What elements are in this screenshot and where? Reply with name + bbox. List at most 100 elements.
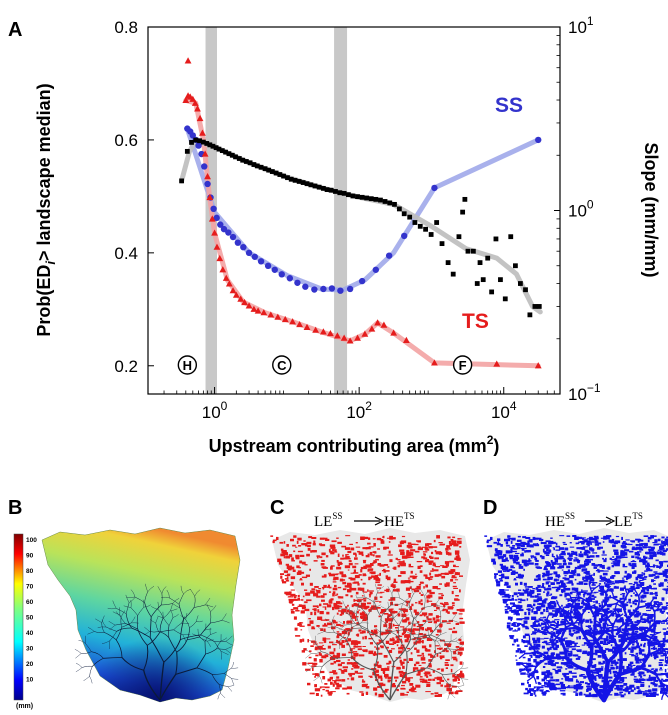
map-speck xyxy=(419,633,423,635)
map-speck xyxy=(520,582,523,585)
map-speck xyxy=(396,558,398,560)
map-speck xyxy=(603,541,605,543)
map-speck xyxy=(654,539,657,542)
map-speck xyxy=(336,679,342,681)
map-speck xyxy=(577,684,582,686)
map-speck xyxy=(321,560,325,562)
map-speck xyxy=(564,638,567,639)
colorbar-tick-4: 60 xyxy=(26,599,34,606)
map-speck xyxy=(539,689,544,690)
map-speck xyxy=(501,550,503,553)
map-speck xyxy=(558,577,560,579)
map-speck xyxy=(352,582,356,583)
map-speck xyxy=(583,595,585,597)
map-speck xyxy=(511,623,513,626)
map-speck xyxy=(425,576,427,579)
map-speck xyxy=(602,554,607,555)
map-speck xyxy=(430,570,434,571)
map-speck xyxy=(636,544,639,546)
map-speck xyxy=(384,655,388,658)
map-speck xyxy=(505,568,507,571)
map-speck xyxy=(389,643,394,645)
map-speck xyxy=(633,563,635,566)
map-speck xyxy=(405,634,410,637)
map-speck xyxy=(555,546,560,548)
map-speck xyxy=(358,599,363,600)
map-speck xyxy=(439,625,442,628)
map-speck xyxy=(647,589,650,592)
map-speck xyxy=(493,561,496,564)
map-speck xyxy=(322,645,324,646)
colorbar-tick-2: 80 xyxy=(26,568,34,575)
map-speck xyxy=(362,611,365,613)
map-speck xyxy=(589,619,591,621)
map-speck xyxy=(665,569,668,572)
map-speck xyxy=(297,598,300,601)
map-speck xyxy=(550,624,555,626)
map-speck xyxy=(347,693,350,695)
map-speck xyxy=(299,626,304,627)
map-speck xyxy=(623,683,627,686)
map-speck xyxy=(429,644,431,647)
map-speck xyxy=(453,627,455,629)
map-speck xyxy=(552,613,557,617)
map-speck xyxy=(569,558,572,561)
map-speck xyxy=(511,637,513,639)
map-speck xyxy=(310,693,315,695)
map-speck xyxy=(362,630,366,633)
map-speck xyxy=(413,624,415,627)
point-ss-7 xyxy=(204,181,210,187)
map-speck xyxy=(612,668,615,670)
map-speck xyxy=(530,590,532,592)
point-slope-54 xyxy=(392,202,397,207)
map-speck xyxy=(660,582,664,583)
map-speck xyxy=(360,668,364,669)
map-speck xyxy=(615,581,620,584)
map-speck xyxy=(456,623,460,625)
point-slope-1 xyxy=(185,149,190,154)
river-segment xyxy=(218,693,221,699)
map-speck xyxy=(292,545,296,547)
map-speck xyxy=(354,569,356,572)
map-speck xyxy=(329,573,332,575)
map-speck xyxy=(505,611,509,614)
map-speck xyxy=(555,560,558,563)
map-speck xyxy=(350,548,354,551)
map-speck xyxy=(543,666,545,668)
map-speck xyxy=(439,677,441,680)
map-speck xyxy=(664,588,668,590)
map-speck xyxy=(561,558,565,560)
map-speck xyxy=(316,625,319,627)
map-speck xyxy=(389,551,391,554)
map-speck xyxy=(457,541,462,543)
map-speck xyxy=(561,605,563,607)
map-speck xyxy=(304,590,307,591)
map-speck xyxy=(414,544,419,545)
map-speck xyxy=(613,561,618,562)
map-speck xyxy=(576,547,581,549)
map-speck xyxy=(405,678,410,681)
map-speck xyxy=(294,616,297,619)
map-speck xyxy=(370,642,373,644)
map-speck xyxy=(612,556,614,558)
map-speck xyxy=(459,546,461,548)
map-speck xyxy=(609,680,612,682)
map-speck xyxy=(330,566,333,569)
map-speck xyxy=(642,572,644,574)
map-speck xyxy=(534,621,540,623)
map-speck xyxy=(337,603,342,605)
point-ss-17 xyxy=(246,250,252,256)
map-speck xyxy=(529,562,534,564)
map-speck xyxy=(363,650,366,652)
map-speck xyxy=(536,588,539,590)
map-speck xyxy=(622,578,624,579)
map-speck xyxy=(662,611,666,613)
map-speck xyxy=(458,682,460,684)
map-speck xyxy=(417,655,422,657)
map-speck xyxy=(624,693,626,695)
map-speck xyxy=(502,557,504,560)
map-speck xyxy=(536,607,538,609)
map-speck xyxy=(330,545,335,548)
map-speck xyxy=(654,580,656,581)
river-segment xyxy=(458,685,465,687)
